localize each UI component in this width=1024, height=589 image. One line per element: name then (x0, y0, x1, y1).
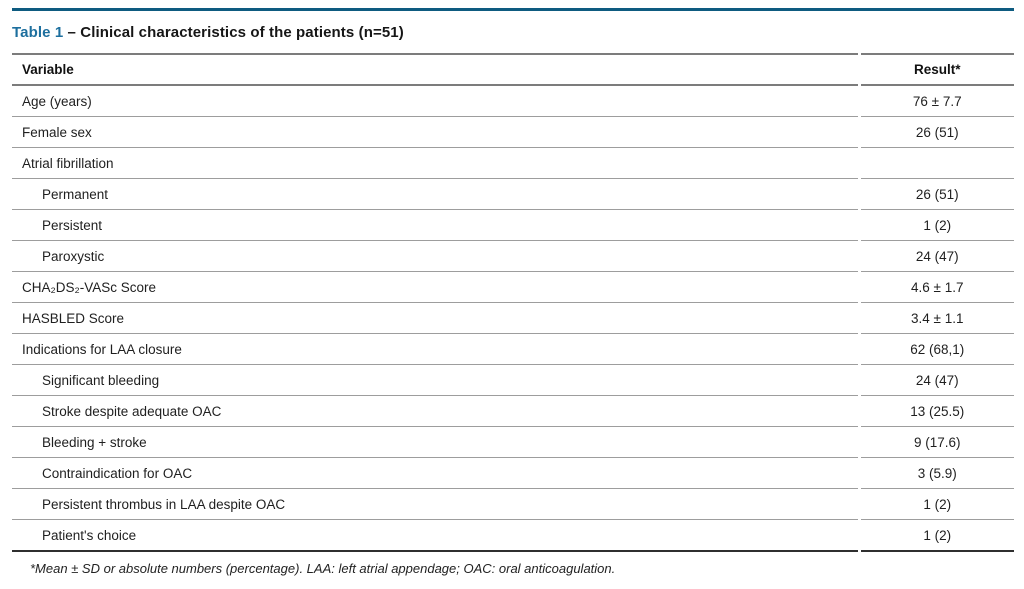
column-header-result: Result* (860, 53, 1014, 86)
variable-cell: Persistent thrombus in LAA despite OAC (12, 489, 858, 520)
table-row: HASBLED Score 3.4 ± 1.1 (12, 303, 1014, 334)
table-title-text: – Clinical characteristics of the patien… (63, 24, 404, 41)
variable-cell: Female sex (12, 117, 858, 148)
table-title-number: Table 1 (12, 24, 64, 41)
header-row: Variable Result* (12, 53, 1014, 86)
variable-cell: Age (years) (12, 86, 858, 117)
result-cell: 24 (47) (860, 241, 1014, 272)
variable-cell: Bleeding + stroke (12, 427, 858, 458)
result-cell: 3 (5.9) (860, 458, 1014, 489)
result-cell: 4.6 ± 1.7 (860, 272, 1014, 303)
top-accent-rule (12, 8, 1014, 11)
variable-cell: HASBLED Score (12, 303, 858, 334)
table-row: Patient's choice 1 (2) (12, 520, 1014, 552)
table-row: Paroxystic 24 (47) (12, 241, 1014, 272)
variable-cell: Permanent (12, 179, 858, 210)
result-cell: 24 (47) (860, 365, 1014, 396)
result-cell: 9 (17.6) (860, 427, 1014, 458)
table-row: Bleeding + stroke 9 (17.6) (12, 427, 1014, 458)
result-cell: 76 ± 7.7 (860, 86, 1014, 117)
table-row: Indications for LAA closure 62 (68,1) (12, 334, 1014, 365)
result-cell: 13 (25.5) (860, 396, 1014, 427)
table-row: Persistent 1 (2) (12, 210, 1014, 241)
table-row: Permanent 26 (51) (12, 179, 1014, 210)
variable-cell: Patient's choice (12, 520, 858, 552)
variable-cell: Atrial fibrillation (12, 148, 858, 179)
variable-cell: Contraindication for OAC (12, 458, 858, 489)
variable-cell: Paroxystic (12, 241, 858, 272)
result-cell: 1 (2) (860, 489, 1014, 520)
variable-cell: Significant bleeding (12, 365, 858, 396)
result-cell: 62 (68,1) (860, 334, 1014, 365)
variable-cell: Persistent (12, 210, 858, 241)
table-row: Persistent thrombus in LAA despite OAC 1 … (12, 489, 1014, 520)
variable-cell: Stroke despite adequate OAC (12, 396, 858, 427)
result-cell (860, 148, 1014, 179)
table-row: Stroke despite adequate OAC 13 (25.5) (12, 396, 1014, 427)
table-row: Contraindication for OAC 3 (5.9) (12, 458, 1014, 489)
table-row: Significant bleeding 24 (47) (12, 365, 1014, 396)
result-cell: 26 (51) (860, 117, 1014, 148)
column-header-variable: Variable (12, 53, 858, 86)
variable-cell: CHA₂DS₂-VASc Score (12, 272, 858, 303)
table-row: CHA₂DS₂-VASc Score 4.6 ± 1.7 (12, 272, 1014, 303)
result-cell: 1 (2) (860, 520, 1014, 552)
clinical-characteristics-table: Variable Result* Age (years) 76 ± 7.7 Fema… (9, 53, 1014, 552)
variable-cell: Indications for LAA closure (12, 334, 858, 365)
result-cell: 1 (2) (860, 210, 1014, 241)
table-row: Age (years) 76 ± 7.7 (12, 86, 1014, 117)
table-row: Female sex 26 (51) (12, 117, 1014, 148)
result-cell: 26 (51) (860, 179, 1014, 210)
table-row: Atrial fibrillation (12, 148, 1014, 179)
table-footnote: *Mean ± SD or absolute numbers (percenta… (30, 561, 616, 576)
table-title: Table 1 – Clinical characteristics of th… (12, 24, 1014, 41)
result-cell: 3.4 ± 1.1 (860, 303, 1014, 334)
